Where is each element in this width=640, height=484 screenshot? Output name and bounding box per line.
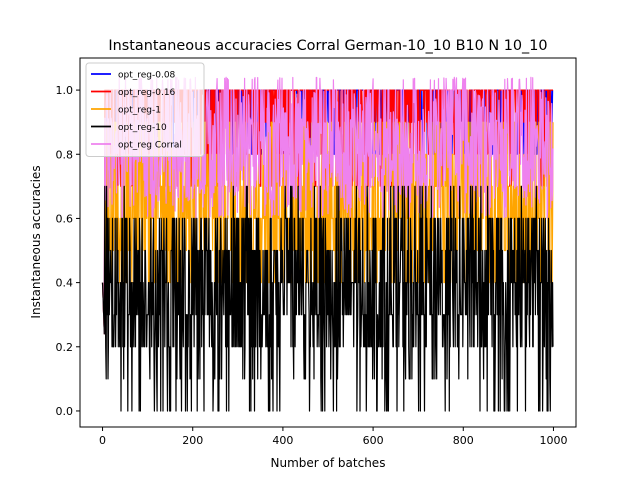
y-tick-label: 0.4 — [56, 277, 74, 290]
legend-label: opt_reg-10 — [118, 123, 167, 133]
x-tick-label: 200 — [182, 434, 203, 447]
y-axis: 0.0 0.2 0.4 0.6 0.8 1.0 — [56, 84, 80, 418]
series-line-3 — [101, 185, 554, 412]
legend-label: opt_reg-0.16 — [118, 88, 176, 98]
y-tick-label: 1.0 — [56, 84, 74, 97]
x-tick-label: 800 — [453, 434, 474, 447]
legend-label: opt_reg Corral — [118, 141, 182, 151]
plot-frame — [79, 57, 577, 428]
x-axis: 0 200 400 600 800 1000 — [99, 427, 567, 447]
y-tick-label: 0.6 — [56, 212, 74, 225]
chart-title: Instantaneous accuracies Corral German-1… — [108, 38, 547, 54]
legend: opt_reg-0.08 opt_reg-0.16 opt_reg-1 opt_reg… — [85, 62, 205, 157]
legend-box — [85, 62, 205, 157]
y-tick-label: 0.0 — [56, 405, 74, 418]
legend-label: opt_reg-1 — [118, 106, 161, 116]
x-tick-label: 1000 — [539, 434, 567, 447]
x-tick-label: 0 — [99, 434, 106, 447]
x-axis-label: Number of batches — [271, 456, 386, 470]
y-tick-label: 0.2 — [56, 341, 74, 354]
legend-label: opt_reg-0.08 — [118, 71, 176, 81]
x-tick-label: 600 — [363, 434, 384, 447]
x-tick-label: 400 — [272, 434, 293, 447]
y-axis-label: Instantaneous accuracies — [29, 165, 43, 318]
y-tick-label: 0.8 — [56, 148, 74, 161]
